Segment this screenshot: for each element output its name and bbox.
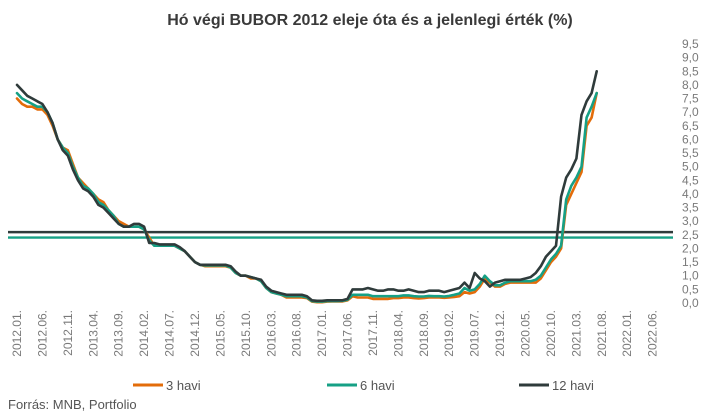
x-tick-label: 2022.06.: [646, 310, 660, 357]
x-tick-label: 2016.08.: [290, 310, 304, 357]
y-tick-label: 8,0: [682, 78, 699, 92]
y-tick-label: 2,5: [682, 228, 699, 242]
x-tick-label: 2017.06.: [341, 310, 355, 357]
x-tick-label: 2017.01.: [315, 310, 329, 357]
source-note: Forrás: MNB, Portfolio: [8, 397, 137, 412]
legend-label-12-havi: 12 havi: [552, 378, 594, 393]
legend-label-6-havi: 6 havi: [360, 378, 395, 393]
y-tick-label: 4,5: [682, 173, 699, 187]
x-tick-label: 2018.09.: [417, 310, 431, 357]
y-tick-label: 5,5: [682, 146, 699, 160]
y-tick-label: 4,0: [682, 187, 699, 201]
reference-lines: [8, 230, 673, 239]
x-tick-label: 2020.10.: [544, 310, 558, 357]
x-tick-label: 2012.06.: [35, 310, 49, 357]
x-tick-label: 2012.11.: [61, 310, 75, 356]
series-line-3-havi: [15, 91, 599, 304]
series-line-6-havi: [15, 91, 599, 303]
x-tick-label: 2014.02.: [137, 310, 151, 357]
x-tick-label: 2013.09.: [112, 310, 126, 357]
x-tick-label: 2017.11.: [366, 310, 380, 356]
chart-title: Hó végi BUBOR 2012 eleje óta és a jelenl…: [167, 12, 573, 29]
y-tick-label: 6,0: [682, 132, 699, 146]
y-axis: 0,00,51,01,52,02,53,03,54,04,55,05,56,06…: [682, 37, 699, 310]
y-tick-label: 9,0: [682, 51, 699, 65]
series-line-12-havi: [15, 70, 599, 303]
x-axis: 2012.01. 2012.06. 2012.11. 2013.04. 2013.09.…: [10, 310, 660, 357]
x-tick-label: 2015.05.: [213, 310, 227, 357]
y-tick-label: 3,0: [682, 214, 699, 228]
y-tick-label: 1,5: [682, 255, 699, 269]
y-tick-label: 7,0: [682, 105, 699, 119]
y-tick-label: 0,0: [682, 296, 699, 310]
x-tick-label: 2018.04.: [391, 310, 405, 357]
x-tick-label: 2019.02.: [442, 310, 456, 357]
legend-label-3-havi: 3 havi: [166, 378, 201, 393]
y-tick-label: 5,0: [682, 160, 699, 174]
x-tick-label: 2015.10.: [239, 310, 253, 357]
x-tick-label: 2022.01.: [620, 310, 634, 357]
y-tick-label: 7,5: [682, 92, 699, 106]
x-tick-label: 2021.08.: [595, 310, 609, 357]
x-tick-label: 2020.05.: [519, 310, 533, 357]
x-tick-label: 2014.12.: [188, 310, 202, 357]
y-tick-label: 2,0: [682, 241, 699, 255]
x-tick-label: 2019.07.: [468, 310, 482, 357]
y-tick-label: 1,0: [682, 269, 699, 283]
legend: 3 havi 6 havi 12 havi: [133, 378, 594, 393]
x-tick-label: 2016.03.: [264, 310, 278, 357]
y-tick-label: 8,5: [682, 64, 699, 78]
y-tick-label: 3,5: [682, 201, 699, 215]
y-tick-label: 0,5: [682, 282, 699, 296]
x-tick-label: 2019.12.: [493, 310, 507, 357]
x-tick-label: 2013.04.: [86, 310, 100, 357]
x-tick-label: 2012.01.: [10, 310, 24, 357]
x-tick-label: 2021.03.: [569, 310, 583, 357]
y-tick-label: 6,5: [682, 119, 699, 133]
y-tick-label: 9,5: [682, 37, 699, 51]
x-tick-label: 2014.07.: [163, 310, 177, 357]
series-lines: [15, 70, 599, 304]
